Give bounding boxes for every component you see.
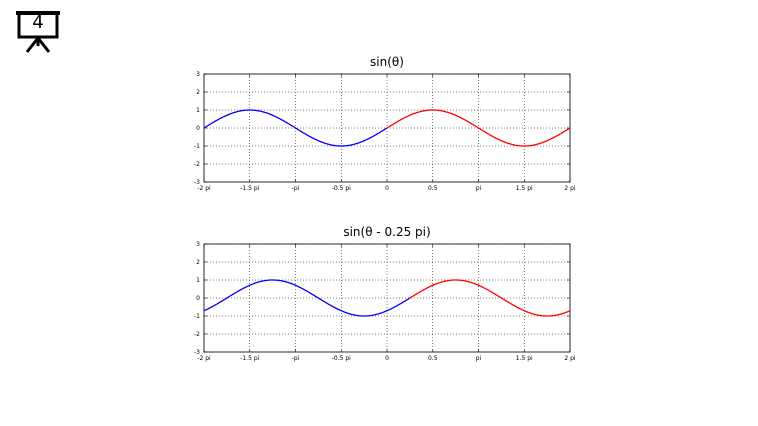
x-tick-label: -pi [292,185,300,192]
x-tick-label: pi [476,185,482,192]
y-tick-label: -2 [194,161,200,168]
y-tick-label: 1 [196,107,200,114]
chart-title: sin(θ - 0.25 pi) [343,225,430,239]
x-tick-label: 0.5 [428,185,438,192]
y-tick-label: 0 [196,125,200,132]
x-tick-label: -1.5 pi [240,355,259,362]
series-line-blue [203,109,388,147]
y-tick-label: 3 [196,241,200,248]
y-tick-label: 2 [196,89,200,96]
x-tick-label: 2 pi [564,185,576,192]
y-tick-label: 3 [196,71,200,78]
y-tick-label: -1 [194,143,200,150]
x-tick-label: 1.5 pi [516,185,533,192]
chart-2: sin(θ - 0.25 pi) -2 pi -1.5 pi -pi -0.5 pi 0 0… [194,225,576,362]
y-tick-label: 2 [196,259,200,266]
slide-number-badge: 4 [16,10,60,54]
chart-1: sin(θ) -2 pi -1.5 pi -pi -0.5 pi 0 0.5 pi 1.5 pi… [194,55,576,192]
x-tick-label: -pi [292,355,300,362]
x-tick-label: 1.5 pi [516,355,533,362]
chart-title: sin(θ) [370,55,404,69]
y-tick-label: 1 [196,277,200,284]
x-tick-label: 0.5 [428,355,438,362]
series-line-red [386,109,571,147]
y-tick-label: -1 [194,313,200,320]
x-tick-label: 2 pi [564,355,576,362]
series-line-red [409,279,571,317]
x-tick-label: 0 [385,185,389,192]
x-tick-label: -2 pi [197,355,211,362]
x-tick-label: pi [476,355,482,362]
slide-number: 4 [32,12,44,33]
y-tick-label: -2 [194,331,200,338]
x-tick-label: 0 [385,355,389,362]
x-tick-label: -0.5 pi [332,355,351,362]
presentation-easel-icon [16,11,60,53]
x-tick-label: -2 pi [197,185,211,192]
y-tick-label: -3 [194,179,200,186]
series-line-blue [203,279,411,317]
y-tick-label: -3 [194,349,200,356]
x-tick-label: -1.5 pi [240,185,259,192]
y-tick-label: 0 [196,295,200,302]
x-tick-label: -0.5 pi [332,185,351,192]
